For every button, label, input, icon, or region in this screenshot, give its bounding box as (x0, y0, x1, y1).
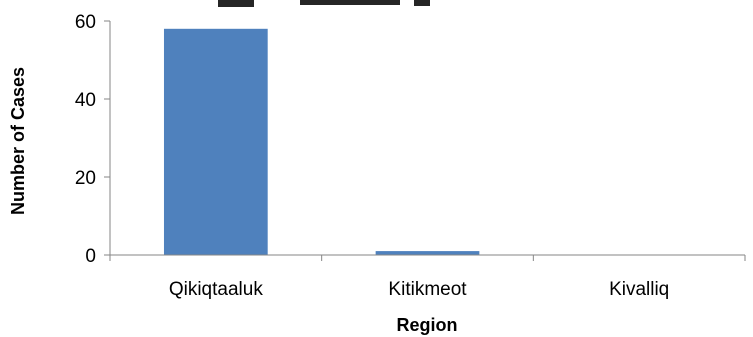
x-tick-label: Kitikmeot (388, 279, 467, 300)
y-tick-label: 40 (75, 90, 96, 111)
bars (163, 28, 480, 255)
x-axis-title: Region (397, 315, 458, 335)
y-tick-label: 0 (85, 246, 96, 267)
bar-kitikmeot (375, 251, 480, 255)
x-tick-label: Kivalliq (609, 279, 669, 300)
y-tick-label: 20 (75, 168, 96, 189)
y-tick-label: 60 (75, 12, 96, 33)
bar-qikiqtaaluk (163, 28, 268, 255)
y-axis-title: Number of Cases (8, 67, 28, 215)
title-fragment (218, 0, 430, 7)
x-axis-ticks: Qikiqtaaluk Kitikmeot Kivalliq (109, 255, 746, 300)
y-axis-ticks: 0 20 40 60 (75, 12, 110, 267)
x-tick-label: Qikiqtaaluk (169, 279, 263, 300)
